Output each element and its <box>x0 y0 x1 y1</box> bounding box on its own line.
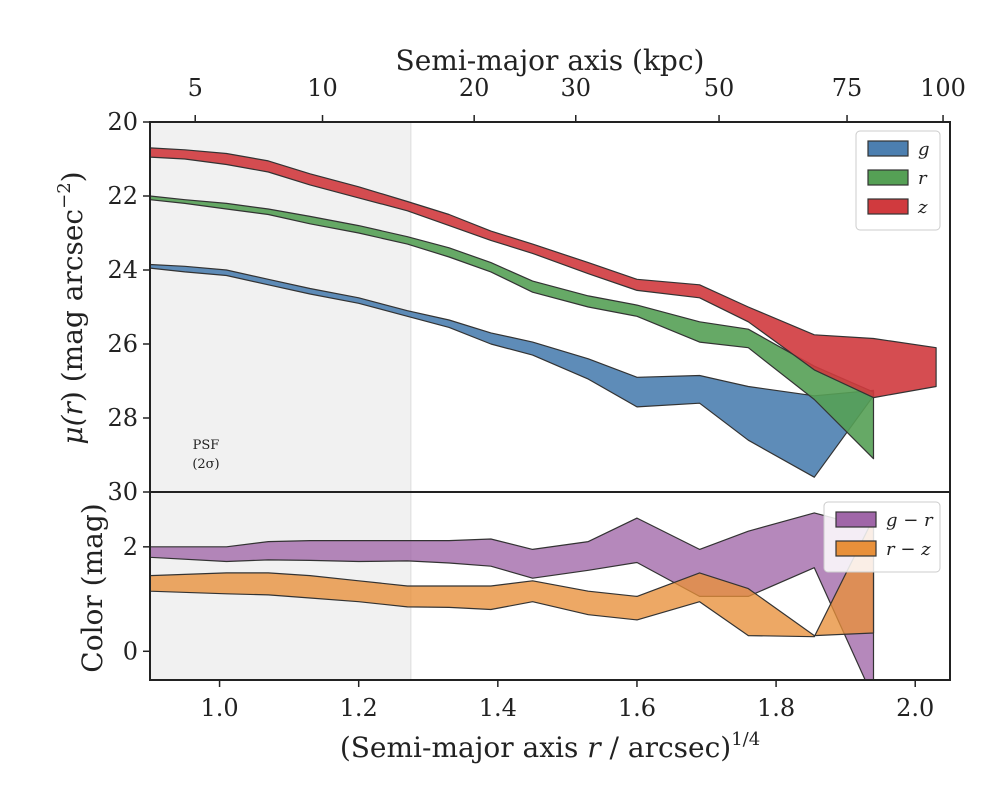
x-tick-label: 1.4 <box>479 694 517 722</box>
legend-label-g: g <box>918 139 930 160</box>
x-tick-label: 2.0 <box>896 694 934 722</box>
x-title-part1: (Semi-major axis <box>340 731 587 764</box>
x-tick-label: 1.0 <box>200 694 238 722</box>
y-tick-label: 22 <box>107 182 138 210</box>
band-r <box>150 195 875 460</box>
top-y-axis-title: μ(r) (mag arcsec−2) <box>54 171 89 444</box>
band-z <box>150 147 937 399</box>
legend-swatch-g <box>867 140 909 157</box>
x-axis-title: (Semi-major axis r / arcsec)1/4 <box>340 729 760 764</box>
y-title-r: r <box>56 400 89 415</box>
x-tick-label: 1.2 <box>340 694 378 722</box>
y-tick-label: 30 <box>107 478 138 506</box>
legend-label-g-r: g − r <box>886 510 934 531</box>
bottom-panel-frame <box>149 491 951 681</box>
x-title-exponent: 1/4 <box>731 729 760 750</box>
y-title-close: ) <box>56 171 89 182</box>
y-tick-label: 26 <box>107 330 138 358</box>
x-title-r: r <box>587 731 602 764</box>
y-tick-label: 20 <box>107 108 138 136</box>
legend-swatch-g-r <box>835 511 877 528</box>
top-axis: 5 10 20 30 50 75 100 <box>188 74 966 122</box>
psf-label: PSF <box>193 438 220 453</box>
legend-swatch-r <box>867 169 909 186</box>
color-profile-panel: 0 2 1.0 1.2 1.4 1.6 1.8 2.0 g − r r − z <box>123 491 951 722</box>
top-x-tick-label: 50 <box>704 74 735 102</box>
top-x-tick-label: 30 <box>560 74 591 102</box>
legend-label-r: r <box>918 168 928 189</box>
y-title-exponent: −2 <box>54 182 75 209</box>
top-x-tick-label: 5 <box>188 74 203 102</box>
y-tick-label: 0 <box>123 637 138 665</box>
band-color-g-r <box>150 512 875 680</box>
legend-swatch-z <box>867 198 909 215</box>
y-title-mu: μ( <box>56 414 89 444</box>
x-tick-label: 1.8 <box>757 694 795 722</box>
top-x-tick-label: 100 <box>920 74 966 102</box>
x-title-part2: / arcsec) <box>601 731 732 764</box>
top-axis-title: Semi-major axis (kpc) <box>396 44 705 77</box>
top-x-tick-label: 75 <box>832 74 863 102</box>
bottom-y-axis-title: Color (mag) <box>76 503 109 672</box>
top-x-tick-label: 10 <box>307 74 338 102</box>
legend-swatch-r-z <box>835 540 877 557</box>
top-x-tick-label: 20 <box>459 74 490 102</box>
legend-label-r-z: r − z <box>886 539 931 560</box>
x-tick-label: 1.6 <box>618 694 656 722</box>
y-title-units: ) (mag arcsec <box>56 209 89 402</box>
psf-label-sigma: (2σ) <box>192 457 219 472</box>
legend-label-z: z <box>917 197 928 218</box>
y-tick-label: 24 <box>107 256 138 284</box>
y-tick-label: 28 <box>107 404 138 432</box>
y-tick-label: 2 <box>123 533 138 561</box>
